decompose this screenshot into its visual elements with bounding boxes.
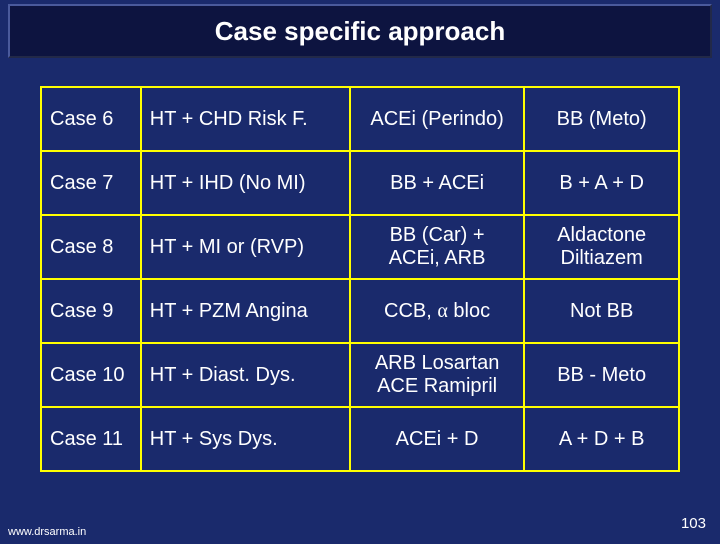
cell-cond: HT + Diast. Dys. — [141, 343, 350, 407]
cell-rx1: BB + ACEi — [350, 151, 524, 215]
cell-rx2: Not BB — [524, 279, 679, 343]
table-row: Case 10 HT + Diast. Dys. ARB LosartanACE… — [41, 343, 679, 407]
cell-case: Case 11 — [41, 407, 141, 471]
cell-case: Case 9 — [41, 279, 141, 343]
cell-cond: HT + CHD Risk F. — [141, 87, 350, 151]
cell-case: Case 6 — [41, 87, 141, 151]
cell-rx1: CCB, α bloc — [350, 279, 524, 343]
cell-cond: HT + Sys Dys. — [141, 407, 350, 471]
cell-cond: HT + IHD (No MI) — [141, 151, 350, 215]
cell-rx2: BB (Meto) — [524, 87, 679, 151]
table-row: Case 8 HT + MI or (RVP) BB (Car) +ACEi, … — [41, 215, 679, 279]
title-bar: Case specific approach — [8, 4, 712, 58]
case-table-container: Case 6 HT + CHD Risk F. ACEi (Perindo) B… — [40, 86, 680, 472]
table-row: Case 6 HT + CHD Risk F. ACEi (Perindo) B… — [41, 87, 679, 151]
cell-rx1: ACEi + D — [350, 407, 524, 471]
case-table: Case 6 HT + CHD Risk F. ACEi (Perindo) B… — [40, 86, 680, 472]
cell-case: Case 10 — [41, 343, 141, 407]
cell-rx1: BB (Car) +ACEi, ARB — [350, 215, 524, 279]
footer-url: www.drsarma.in — [8, 526, 86, 538]
cell-cond: HT + PZM Angina — [141, 279, 350, 343]
cell-rx1: ACEi (Perindo) — [350, 87, 524, 151]
cell-rx1: ARB LosartanACE Ramipril — [350, 343, 524, 407]
table-row: Case 11 HT + Sys Dys. ACEi + D A + D + B — [41, 407, 679, 471]
page-number: 103 — [681, 515, 706, 532]
cell-rx2: AldactoneDiltiazem — [524, 215, 679, 279]
table-row: Case 9 HT + PZM Angina CCB, α bloc Not B… — [41, 279, 679, 343]
cell-rx2: BB - Meto — [524, 343, 679, 407]
cell-case: Case 7 — [41, 151, 141, 215]
table-row: Case 7 HT + IHD (No MI) BB + ACEi B + A … — [41, 151, 679, 215]
page-title: Case specific approach — [215, 16, 505, 47]
cell-case: Case 8 — [41, 215, 141, 279]
cell-cond: HT + MI or (RVP) — [141, 215, 350, 279]
cell-rx2: B + A + D — [524, 151, 679, 215]
cell-rx2: A + D + B — [524, 407, 679, 471]
